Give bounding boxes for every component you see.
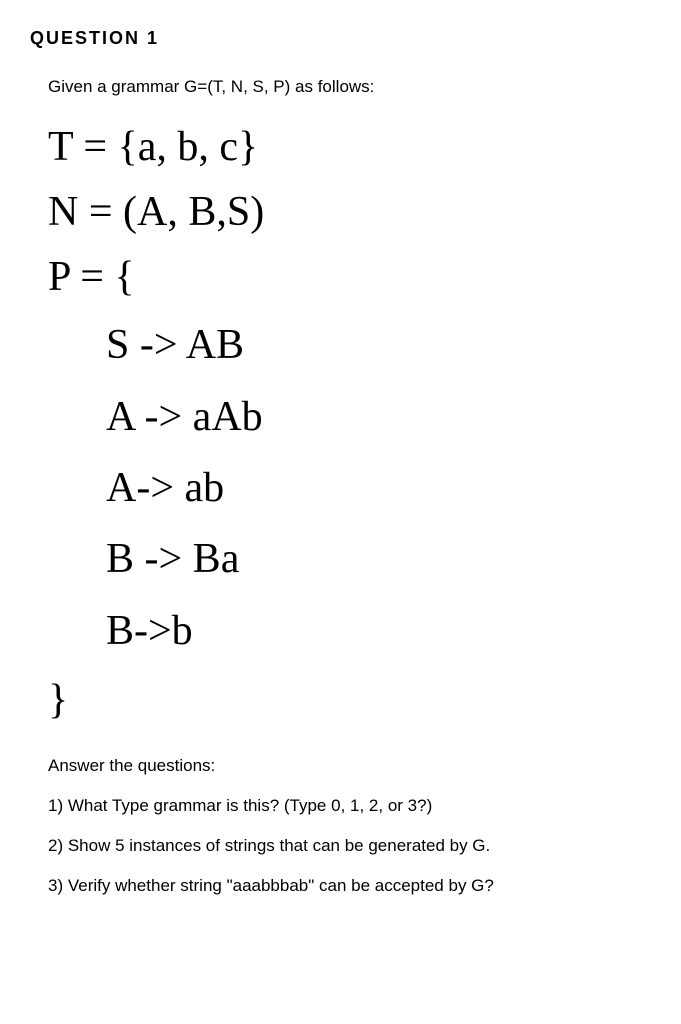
sub-question: 3) Verify whether string "aaabbbab" can … — [48, 876, 651, 896]
production-rule: B -> Ba — [106, 524, 651, 595]
production-rule: B->b — [106, 596, 651, 667]
grammar-intro: Given a grammar G=(T, N, S, P) as follow… — [48, 77, 651, 97]
production-rule: S -> AB — [106, 310, 651, 381]
terminal-set: T = {a, b, c} — [48, 115, 651, 180]
productions-close: } — [48, 667, 651, 734]
productions-open: P = { — [48, 245, 651, 310]
questions-section: Answer the questions: 1) What Type gramm… — [48, 756, 651, 896]
sub-question: 1) What Type grammar is this? (Type 0, 1… — [48, 796, 651, 816]
production-rule: A -> aAb — [106, 382, 651, 453]
sub-question: 2) Show 5 instances of strings that can … — [48, 836, 651, 856]
grammar-definition: T = {a, b, c} N = (A, B,S) P = { S -> AB… — [48, 115, 651, 667]
question-header: QUESTION 1 — [30, 28, 651, 49]
production-rule: A-> ab — [106, 453, 651, 524]
answer-label: Answer the questions: — [48, 756, 651, 776]
nonterminal-set: N = (A, B,S) — [48, 180, 651, 245]
